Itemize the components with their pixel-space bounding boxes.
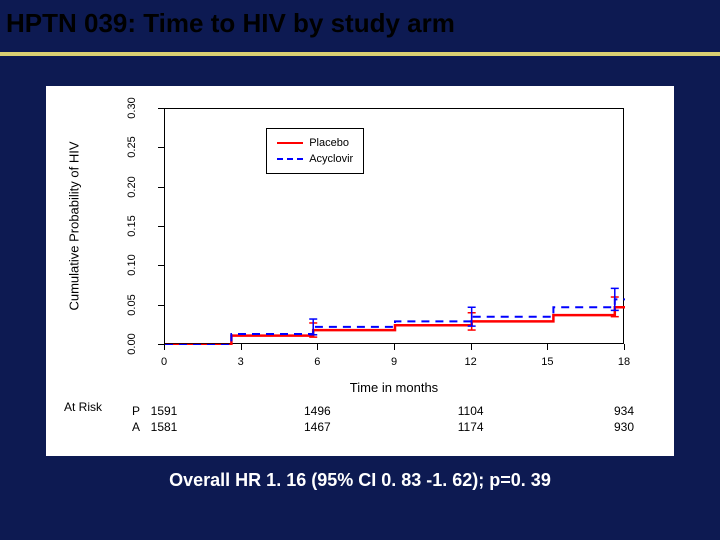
title-rule (0, 52, 720, 56)
series-placebo (165, 307, 625, 345)
slide-title: HPTN 039: Time to HIV by study arm (6, 8, 720, 45)
atrisk-value: 930 (614, 420, 634, 434)
y-tick-label: 0.00 (126, 333, 138, 354)
legend-swatch (277, 142, 303, 144)
atrisk-value: 1104 (458, 404, 484, 418)
y-tick-label: 0.05 (126, 294, 138, 315)
atrisk-value: 1467 (304, 420, 331, 434)
y-tick-label: 0.20 (126, 176, 138, 197)
y-tick-label: 0.30 (126, 97, 138, 118)
footer-stat: Overall HR 1. 16 (95% CI 0. 83 -1. 62); … (0, 470, 720, 491)
atrisk-value: 934 (614, 404, 634, 418)
x-tick-label: 0 (161, 356, 167, 368)
x-tick-label: 15 (541, 356, 553, 368)
x-tick-label: 6 (314, 356, 320, 368)
y-axis-label: Cumulative Probability of HIV (67, 141, 82, 310)
x-tick-label: 9 (391, 356, 397, 368)
plot-area: Placebo Acyclovir (164, 108, 624, 344)
atrisk-value: 1496 (304, 404, 331, 418)
legend-label: Acyclovir (309, 153, 353, 165)
y-tick-label: 0.15 (126, 215, 138, 236)
atrisk-value: 1591 (151, 404, 178, 418)
legend-label: Placebo (309, 137, 349, 149)
legend: Placebo Acyclovir (266, 128, 364, 174)
chart-panel: Placebo Acyclovir Cumulative Probability … (46, 86, 674, 456)
legend-swatch (277, 158, 303, 160)
plot-svg (165, 109, 625, 345)
y-tick-label: 0.10 (126, 255, 138, 276)
y-tick-label: 0.25 (126, 137, 138, 158)
atrisk-label: At Risk (64, 400, 102, 414)
x-axis-label: Time in months (350, 380, 438, 395)
atrisk-value: 1174 (458, 420, 484, 434)
atrisk-row-key: A (132, 420, 140, 434)
x-tick-label: 12 (465, 356, 477, 368)
slide: { "slide": { "title": "HPTN 039: Time to… (0, 0, 720, 540)
x-tick-label: 18 (618, 356, 630, 368)
atrisk-value: 1581 (151, 420, 178, 434)
legend-item: Placebo (277, 135, 353, 151)
atrisk-row-key: P (132, 404, 140, 418)
series-acyclovir (165, 299, 625, 345)
x-tick-label: 3 (238, 356, 244, 368)
legend-item: Acyclovir (277, 151, 353, 167)
